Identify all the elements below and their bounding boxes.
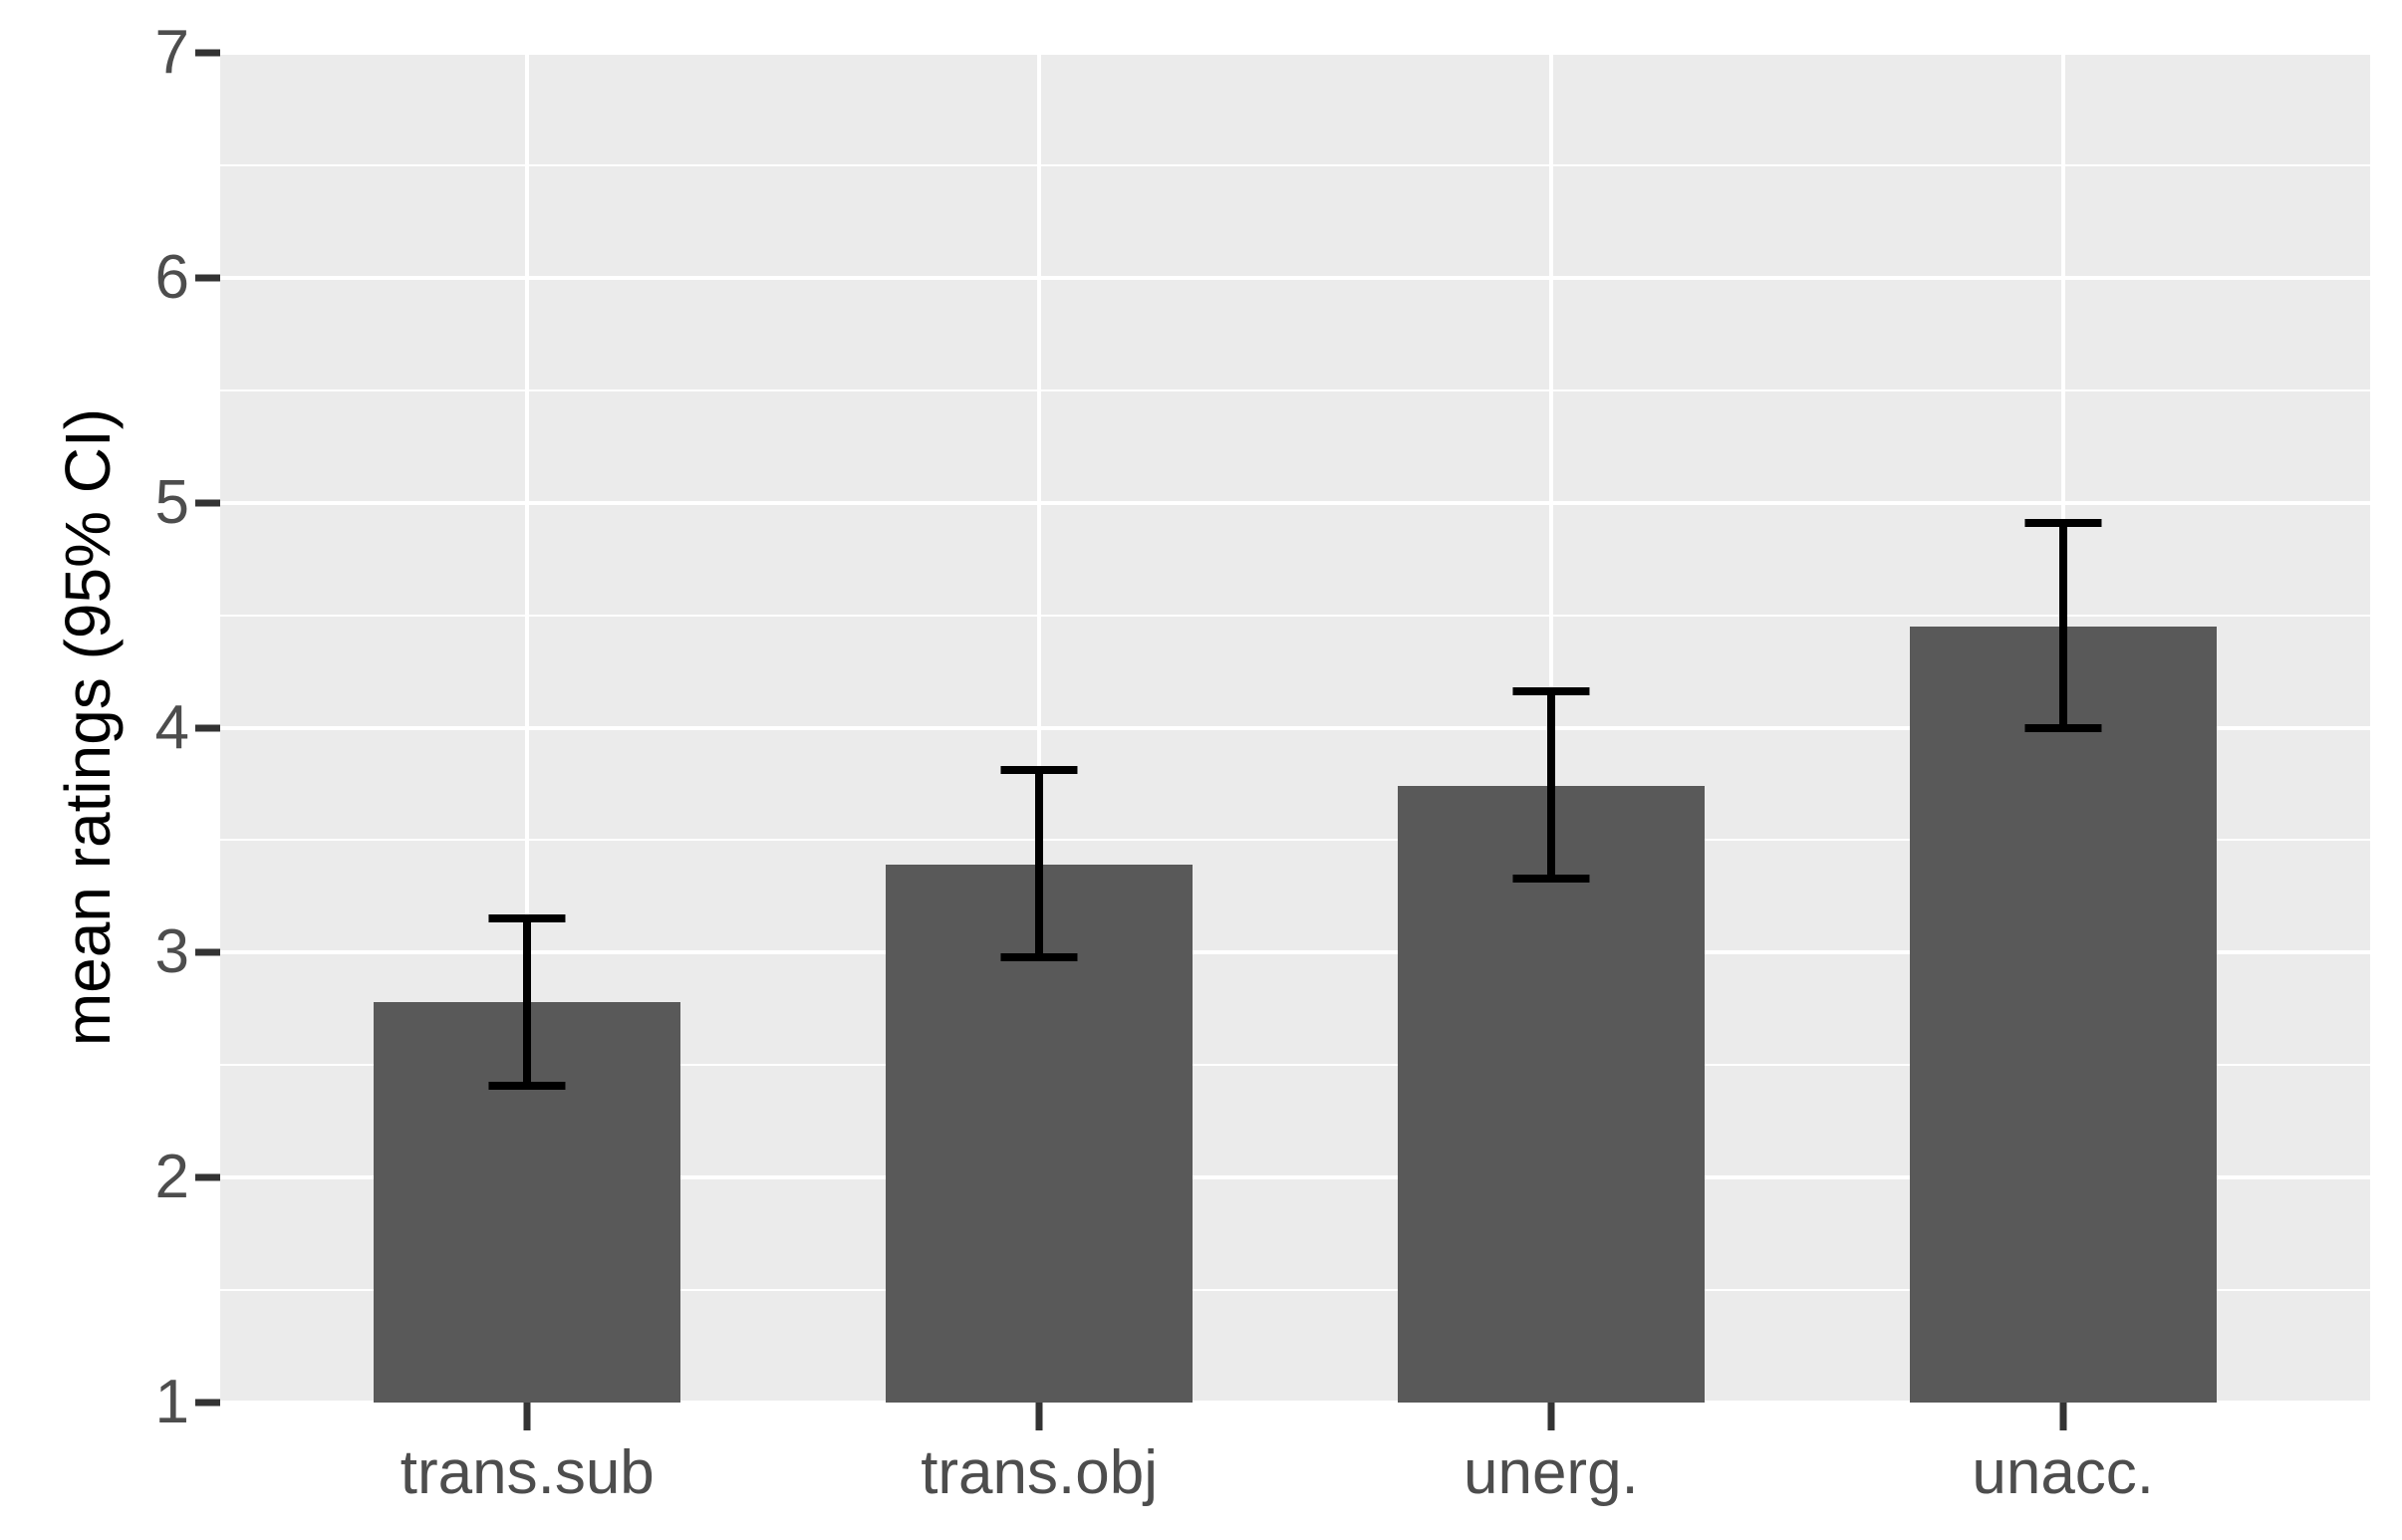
x-tick-label-trans.sub: trans.sub xyxy=(400,1438,655,1507)
gridline-major-y-3 xyxy=(220,950,2370,955)
y-tick-label-7: 7 xyxy=(154,18,189,87)
errorbar-cap-bottom-trans.obj xyxy=(1000,952,1078,961)
gridline-major-y-6 xyxy=(220,275,2370,280)
y-tick-label-5: 5 xyxy=(154,467,189,537)
errorbar-cap-bottom-trans.sub xyxy=(488,1081,566,1090)
gridline-minor-y-1.5 xyxy=(220,1289,2370,1292)
errorbar-line-trans.obj xyxy=(1035,770,1044,957)
gridline-minor-y-2.5 xyxy=(220,1064,2370,1067)
errorbar-line-unacc. xyxy=(2058,522,2067,728)
y-tick-label-4: 4 xyxy=(154,692,189,762)
plot-panel xyxy=(220,51,2370,1405)
y-tick-label-1: 1 xyxy=(154,1368,189,1436)
errorbar-cap-top-unerg. xyxy=(1512,687,1590,696)
y-tick-mark-3 xyxy=(195,948,220,956)
y-tick-mark-7 xyxy=(195,49,220,57)
gridline-major-x-trans.obj xyxy=(1037,53,1042,1403)
bar-unerg. xyxy=(1397,786,1706,1403)
y-tick-label-6: 6 xyxy=(154,242,189,312)
y-tick-mark-1 xyxy=(195,1399,220,1407)
gridline-major-y-5 xyxy=(220,500,2370,505)
x-tick-mark-unerg. xyxy=(1547,1403,1555,1430)
y-tick-label-3: 3 xyxy=(154,917,189,987)
x-tick-label-unacc.: unacc. xyxy=(1972,1438,2155,1507)
errorbar-cap-top-unacc. xyxy=(2024,518,2102,527)
y-tick-label-2: 2 xyxy=(154,1143,189,1212)
errorbar-cap-top-trans.obj xyxy=(1000,766,1078,775)
y-tick-mark-4 xyxy=(195,724,220,731)
gridline-minor-y-4.5 xyxy=(220,614,2370,617)
errorbar-line-trans.sub xyxy=(523,918,532,1086)
gridline-major-y-7 xyxy=(220,51,2370,55)
x-tick-mark-unacc. xyxy=(2059,1403,2067,1430)
errorbar-cap-top-trans.sub xyxy=(488,914,566,923)
gridline-minor-y-6.5 xyxy=(220,163,2370,166)
errorbar-line-unerg. xyxy=(1546,691,1555,879)
errorbar-cap-bottom-unerg. xyxy=(1512,874,1590,883)
y-tick-mark-2 xyxy=(195,1173,220,1181)
bar-unacc. xyxy=(1909,626,2217,1403)
gridline-major-y-2 xyxy=(220,1175,2370,1180)
gridline-minor-y-3.5 xyxy=(220,839,2370,842)
y-tick-mark-6 xyxy=(195,274,220,282)
x-tick-label-unerg.: unerg. xyxy=(1463,1438,1639,1507)
gridline-major-x-trans.sub xyxy=(525,53,530,1403)
x-tick-mark-trans.sub xyxy=(523,1403,531,1430)
errorbar-cap-bottom-unacc. xyxy=(2024,723,2102,732)
x-tick-mark-trans.obj xyxy=(1035,1403,1043,1430)
x-tick-label-trans.obj: trans.obj xyxy=(921,1438,1158,1507)
y-tick-mark-5 xyxy=(195,499,220,507)
gridline-major-y-4 xyxy=(220,725,2370,730)
gridline-minor-y-5.5 xyxy=(220,388,2370,391)
gridline-major-y-1 xyxy=(220,1401,2370,1405)
